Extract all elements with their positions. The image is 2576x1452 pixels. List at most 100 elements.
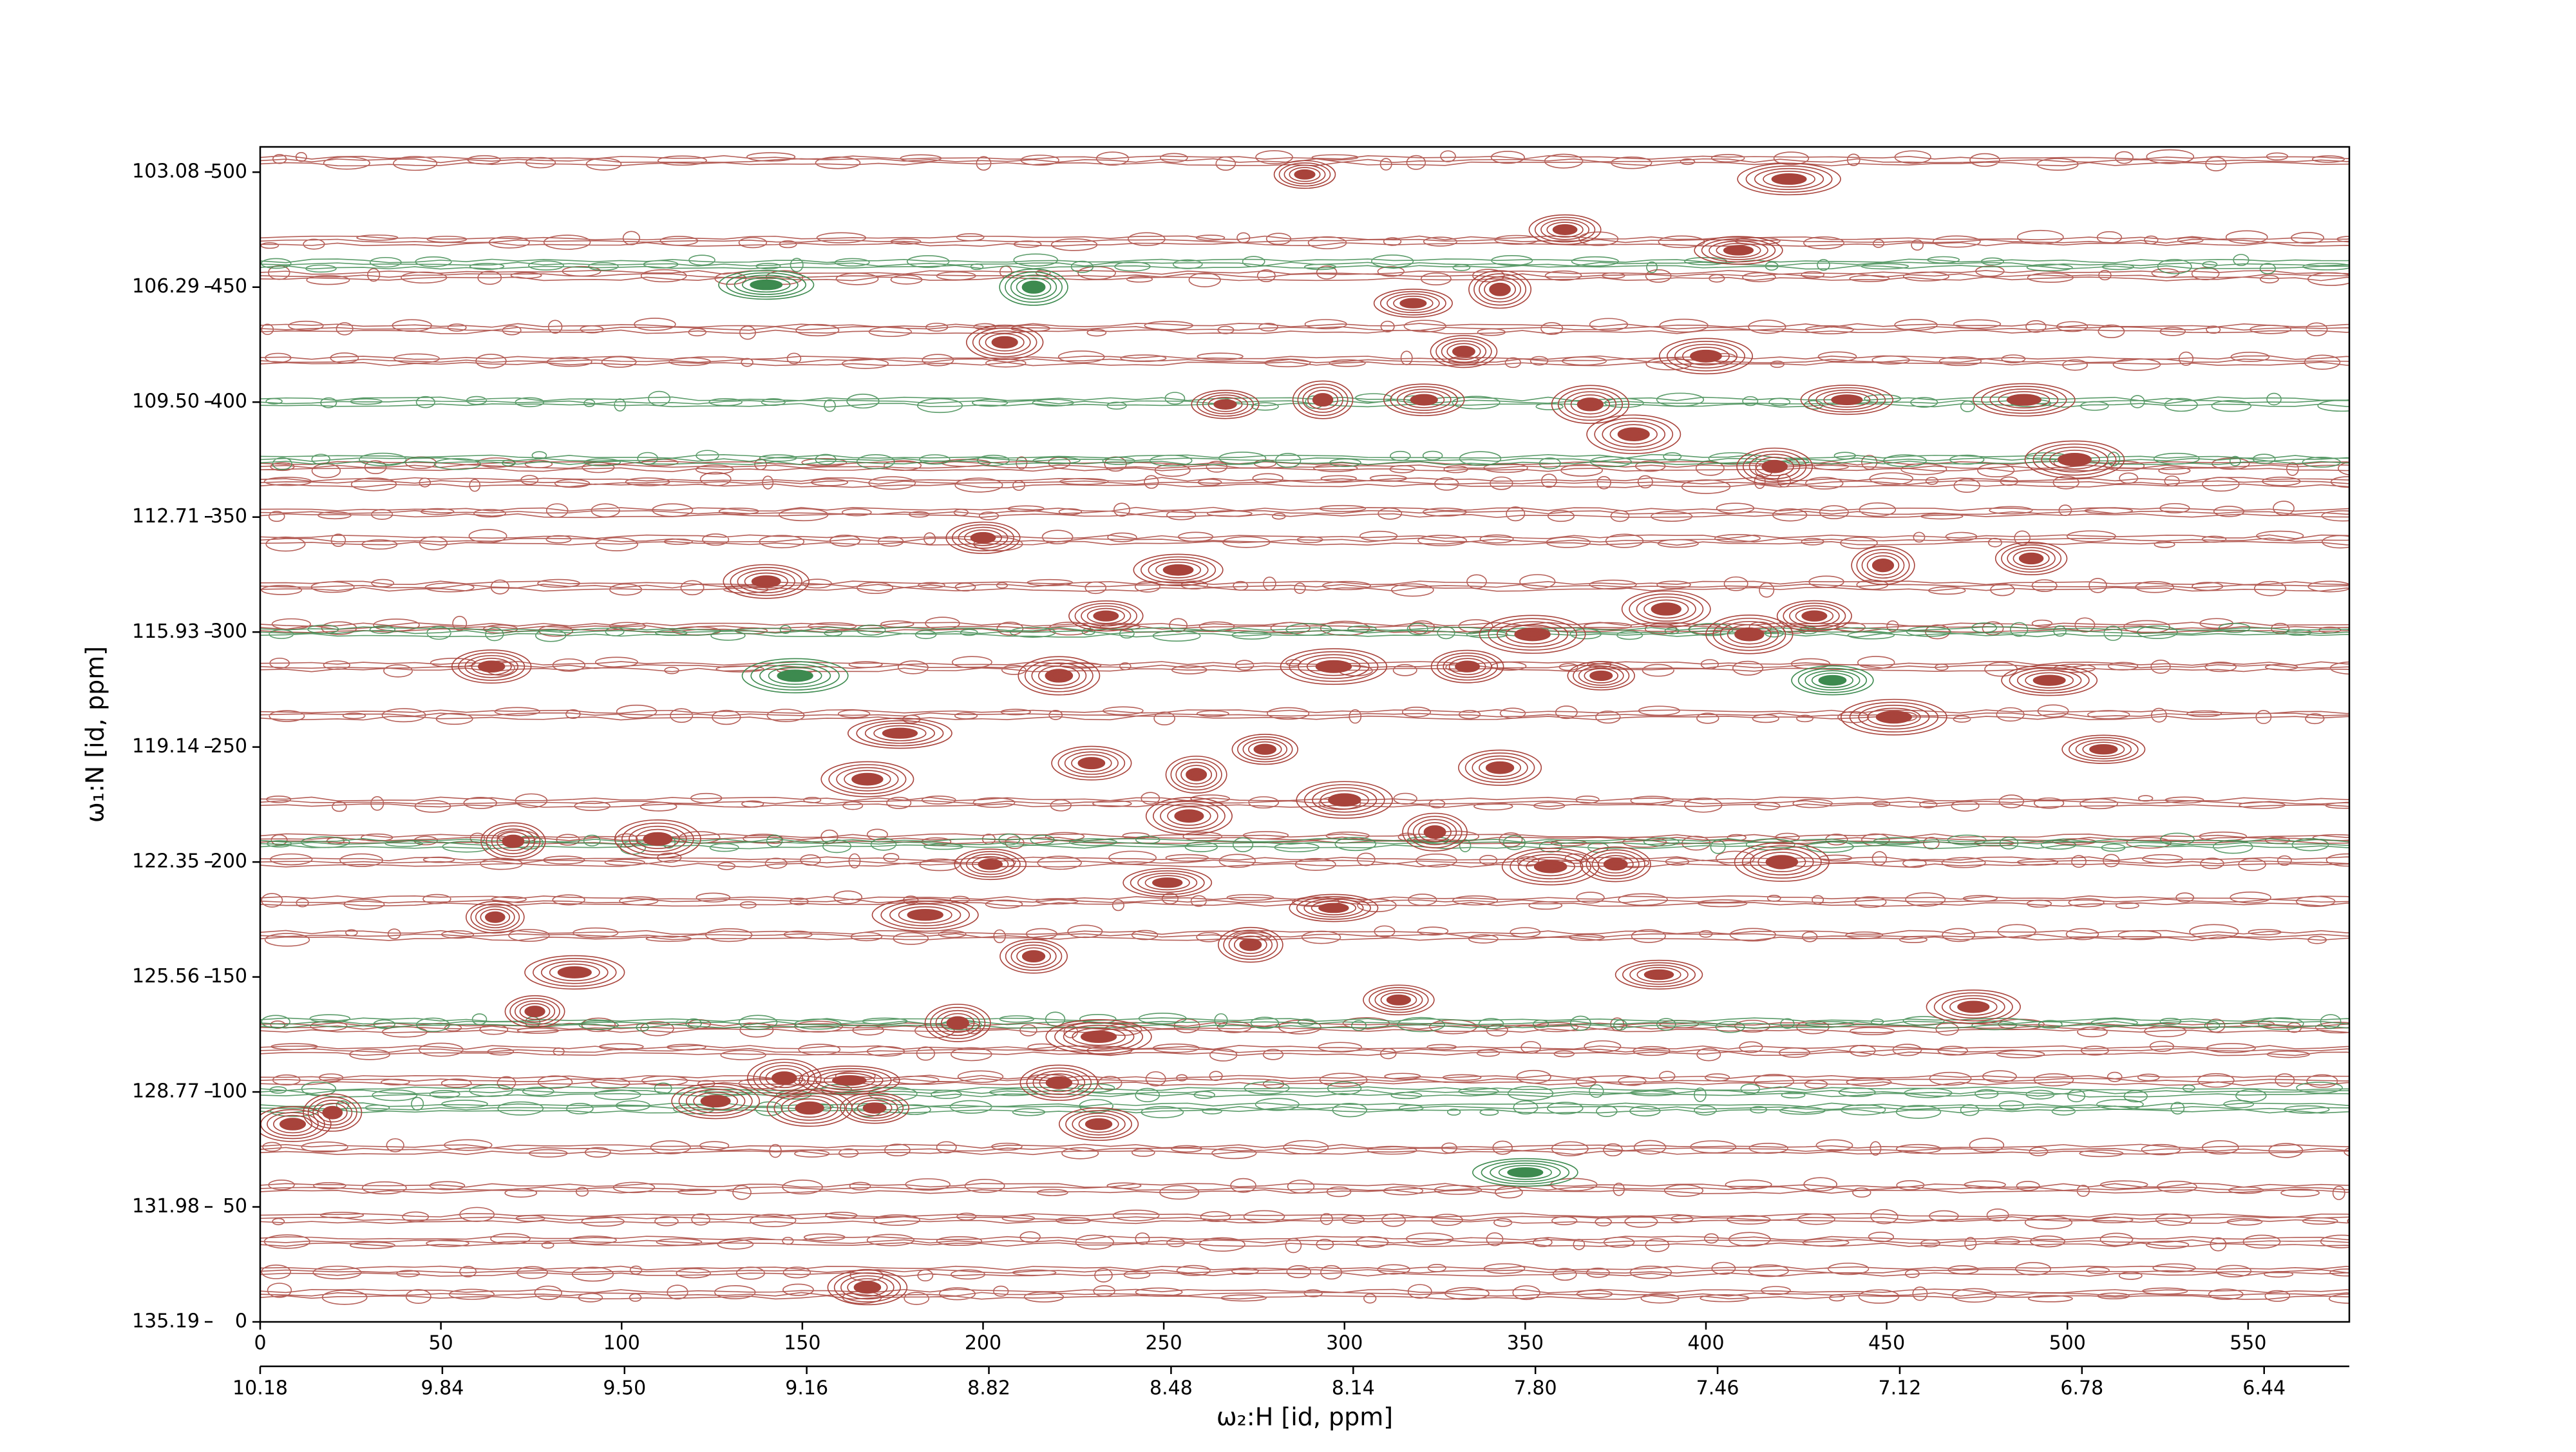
contour-ring (1396, 388, 1452, 411)
contour-ring (1092, 1121, 1106, 1128)
contour-ring (1578, 665, 1624, 686)
noise-band (260, 253, 2349, 274)
contour-ring (1773, 858, 1790, 866)
contour-ring (1306, 657, 1361, 676)
contour-ring (1602, 421, 1666, 448)
contour-ring (1032, 1070, 1086, 1095)
contour-ring (1791, 665, 1874, 696)
contour-ring (533, 958, 617, 987)
contour-ring (1998, 391, 2050, 408)
peak (671, 1083, 761, 1120)
peak (1926, 989, 2021, 1024)
contour-ring (972, 327, 1037, 358)
noise-band (260, 149, 2349, 171)
contour-ring (1505, 624, 1560, 645)
contour-ring (1694, 236, 1783, 265)
peak (847, 718, 952, 749)
peak (1373, 289, 1453, 318)
contour-ring (824, 1073, 875, 1089)
contour-ring (1010, 274, 1057, 300)
contour-ring (1737, 162, 1841, 196)
contour-ring (1701, 238, 1776, 263)
plot-area (260, 149, 2349, 1306)
contour-ring (1197, 392, 1254, 417)
peak (1737, 162, 1841, 196)
contour-ring (1374, 989, 1423, 1011)
contour-ring (1573, 663, 1630, 689)
peak (465, 901, 525, 934)
contour-ring (1373, 289, 1453, 318)
contour-ring (1292, 380, 1354, 419)
peak (723, 564, 810, 599)
peak (1458, 749, 1542, 786)
contour-ring (840, 1092, 910, 1124)
peak (1383, 383, 1465, 416)
contour-ring (1558, 226, 1572, 233)
contour-ring (2012, 549, 2050, 568)
peak (1973, 383, 2076, 417)
contour-ring (1811, 673, 1853, 689)
contour-ring (2014, 396, 2033, 403)
contour-ring (1636, 596, 1696, 622)
peak (718, 270, 815, 300)
contour-ring (1428, 828, 1441, 836)
x2-tick-label: 6.78 (2060, 1377, 2103, 1400)
contour-ring (1407, 816, 1463, 848)
y-tick-label: 450 (211, 275, 247, 298)
contour-ring (1823, 392, 1871, 408)
contour-ring (1064, 751, 1119, 775)
contour-ring (999, 939, 1068, 974)
contour-ring (1052, 1079, 1066, 1087)
peak (480, 822, 546, 861)
contour-ring (1757, 852, 1806, 872)
contour-ring (758, 578, 774, 585)
noise-band (260, 832, 2349, 855)
contour-ring (1244, 941, 1256, 948)
contour-ring (2041, 446, 2108, 473)
contour-ring (737, 569, 795, 593)
peak (2001, 664, 2098, 696)
contour-ring (650, 835, 666, 843)
contour-ring (1237, 736, 1293, 763)
contour-ring (1390, 386, 1459, 414)
peak (999, 939, 1068, 974)
contour-ring (1379, 291, 1446, 316)
contour-ring (2007, 547, 2056, 570)
contour-ring (2025, 672, 2074, 689)
contour-ring (1383, 383, 1465, 416)
contour-ring (1065, 1110, 1132, 1138)
contour-ring (1010, 944, 1057, 968)
contour-ring (1776, 600, 1852, 632)
contour-ring (965, 854, 1015, 875)
y-tick-label: 350 (211, 505, 247, 528)
contour-ring (629, 825, 687, 852)
contour-ring (1303, 898, 1364, 918)
contour-ring (1039, 1073, 1079, 1093)
contour-ring (1528, 214, 1602, 245)
peak (260, 1106, 332, 1142)
peak (1045, 1019, 1152, 1055)
contour-ring (768, 666, 822, 685)
contour-ring (1031, 662, 1087, 689)
contour-ring (2025, 555, 2038, 562)
contour-ring (1063, 1024, 1135, 1049)
contour-ring (723, 564, 810, 599)
contour-ring (1839, 397, 1855, 403)
peak (1586, 414, 1681, 454)
contour-ring (497, 831, 530, 852)
contour-ring (1145, 797, 1233, 836)
contour-ring (1643, 599, 1689, 619)
y-axis-label: ω₁:N [id, ppm] (81, 646, 109, 823)
peak (827, 1269, 908, 1306)
y2-tick-label: 112.71 (132, 505, 200, 528)
peak (1551, 385, 1629, 425)
contour-ring (507, 837, 520, 845)
contour-ring (671, 1083, 761, 1120)
contour-ring (1949, 998, 1998, 1016)
contour-ring (1122, 868, 1213, 898)
contour-ring (267, 1112, 319, 1136)
contour-ring (1973, 383, 2076, 417)
contour-ring (1144, 875, 1190, 891)
contour-ring (1625, 430, 1642, 438)
contour-ring (815, 1070, 884, 1091)
